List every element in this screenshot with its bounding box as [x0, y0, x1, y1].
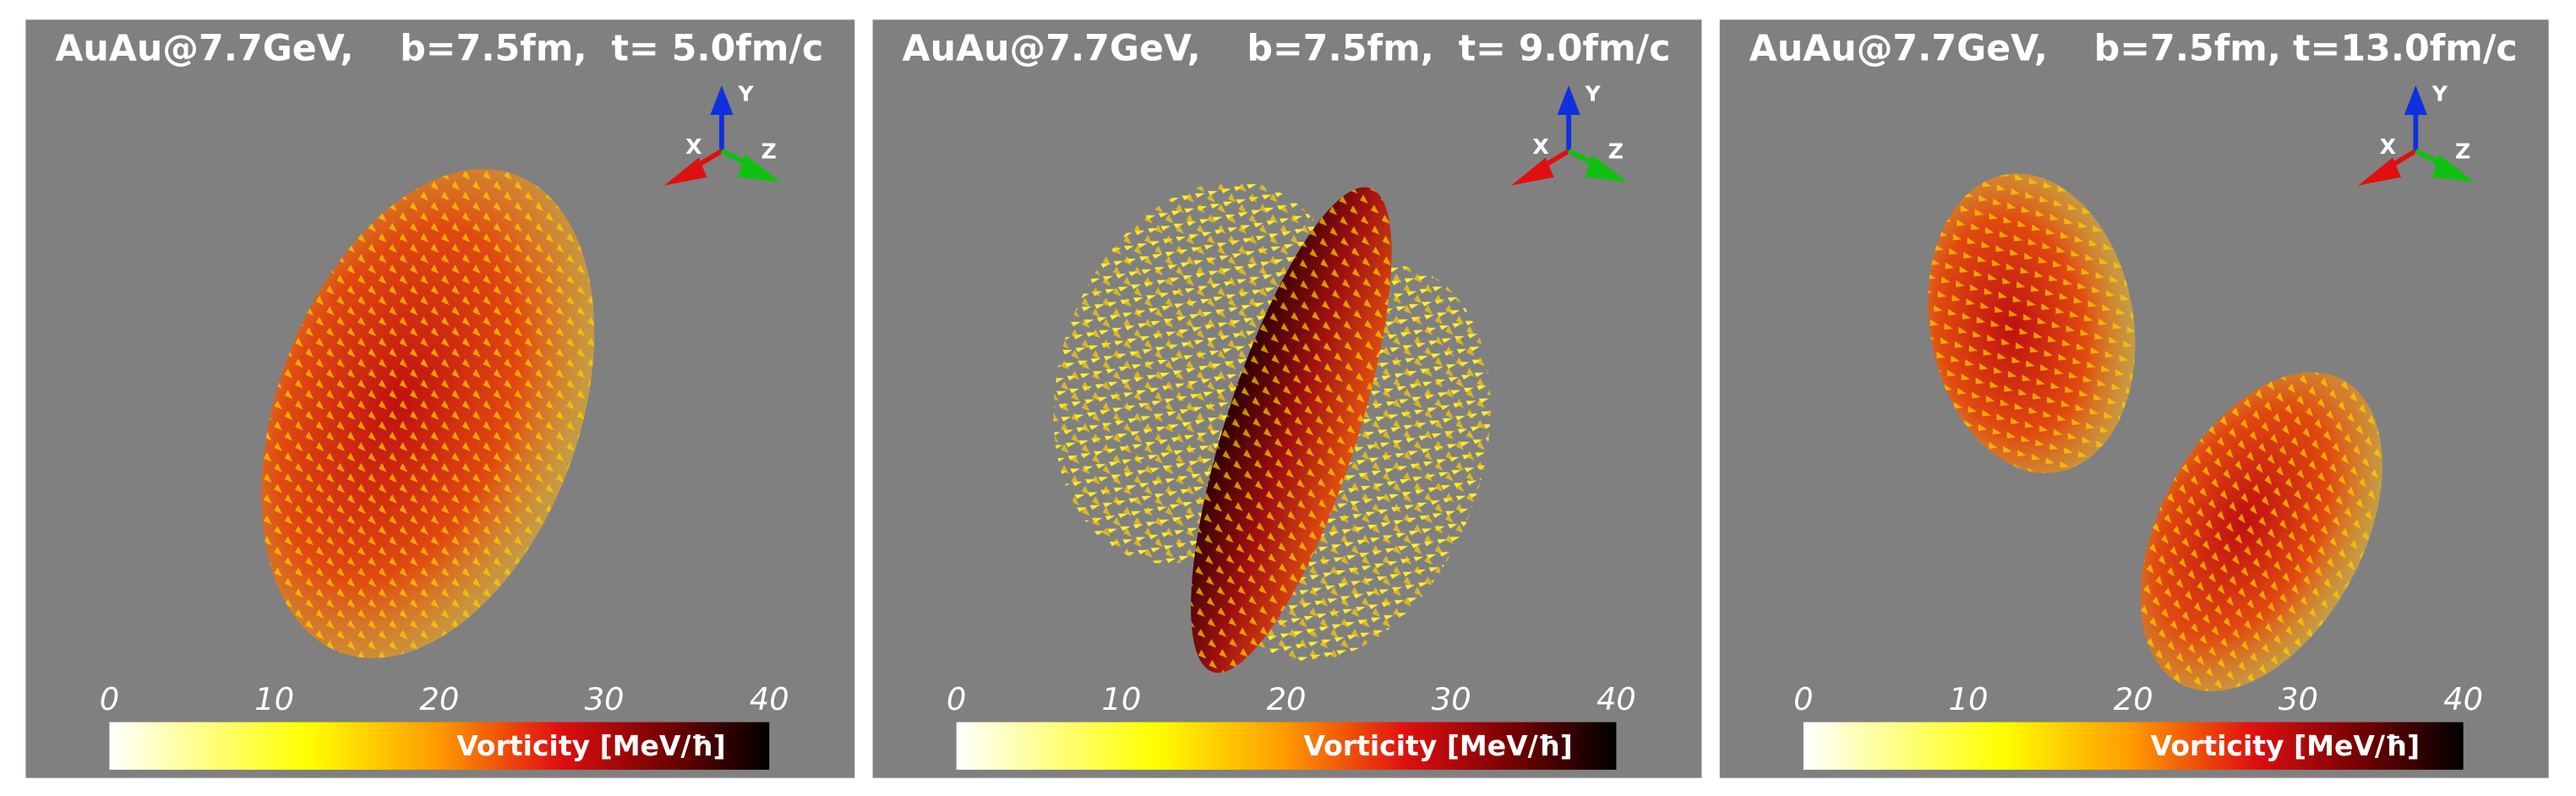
- colorbar-tick-label: 10: [1101, 681, 1141, 717]
- colorbar-tick-label: 30: [585, 681, 625, 717]
- panel: AuAu@7.7GeV, b=7.5fm, t= 5.0fm/c Y X Z 0 10 20 30…: [25, 19, 855, 778]
- axis-x-head: [663, 157, 707, 186]
- colorbar-tick-label: 0: [947, 681, 966, 717]
- axis-y-head: [1557, 85, 1580, 115]
- colorbar-tick-label: 10: [1949, 681, 1989, 717]
- colorbar: [1803, 722, 2464, 770]
- collision-label: AuAu@7.7GeV,: [1749, 28, 2048, 70]
- colorbar-tick-label: 10: [254, 681, 294, 717]
- axis-z-head: [1585, 154, 1629, 183]
- time-label: t= 9.0fm/c: [1459, 28, 1671, 70]
- colorbar-label: Vorticity [MeV/ħ]: [2151, 729, 2420, 762]
- axis-label-z: Z: [2455, 139, 2470, 164]
- axis-label-x: X: [2380, 134, 2396, 159]
- colorbar-label: Vorticity [MeV/ħ]: [456, 729, 725, 762]
- colorbar-tick-label: 40: [750, 681, 789, 717]
- axis-y-head: [710, 85, 734, 115]
- axis-label-z: Z: [1608, 139, 1624, 164]
- axis-label-z: Z: [761, 139, 777, 164]
- colorbar-tick-label: 40: [1596, 681, 1636, 717]
- collision-label: AuAu@7.7GeV,: [55, 28, 353, 70]
- vector-glyphs: [2140, 372, 2382, 692]
- colorbar: [109, 722, 770, 770]
- vector-glyphs: [1191, 187, 1392, 673]
- axis-y-head: [2404, 85, 2427, 115]
- axis-label-y: Y: [2431, 82, 2448, 106]
- colorbar-tick-label: 20: [2114, 681, 2153, 717]
- time-label: t= 5.0fm/c: [612, 28, 824, 70]
- colorbar-tick-label: 0: [100, 681, 119, 717]
- vector-glyphs: [1928, 173, 2136, 473]
- panel: AuAu@7.7GeV, b=7.5fm, t= 9.0fm/c Y X Z 0 10 20 30…: [872, 19, 1702, 778]
- axis-label-y: Y: [737, 82, 754, 106]
- impact-parameter: b=7.5fm,: [1247, 28, 1433, 70]
- axis-label-y: Y: [1585, 82, 1602, 106]
- colorbar-tick-label: 30: [1432, 681, 1471, 717]
- axis-z-head: [738, 154, 781, 183]
- axis-label-x: X: [685, 134, 701, 159]
- colorbar-tick-label: 0: [1793, 681, 1813, 717]
- axis-x-head: [2358, 157, 2401, 186]
- collision-label: AuAu@7.7GeV,: [903, 28, 1201, 70]
- impact-parameter: b=7.5fm,: [400, 28, 587, 70]
- axis-label-x: X: [1532, 134, 1548, 159]
- panel: AuAu@7.7GeV, b=7.5fm, t=13.0fm/c Y X Z 0 10 20 30…: [1719, 19, 2549, 778]
- vector-glyphs: [261, 169, 595, 658]
- colorbar-tick-label: 20: [419, 681, 459, 717]
- colorbar-tick-label: 40: [2443, 681, 2483, 717]
- axis-x-head: [1511, 157, 1554, 186]
- colorbar-label: Vorticity [MeV/ħ]: [1303, 729, 1572, 762]
- axis-z-head: [2431, 154, 2475, 183]
- impact-parameter: b=7.5fm,: [2094, 28, 2281, 70]
- colorbar-tick-label: 20: [1267, 681, 1307, 717]
- time-label: t=13.0fm/c: [2293, 28, 2518, 70]
- colorbar-tick-label: 30: [2279, 681, 2318, 717]
- colorbar: [956, 722, 1617, 770]
- panel-background: [1719, 19, 2549, 778]
